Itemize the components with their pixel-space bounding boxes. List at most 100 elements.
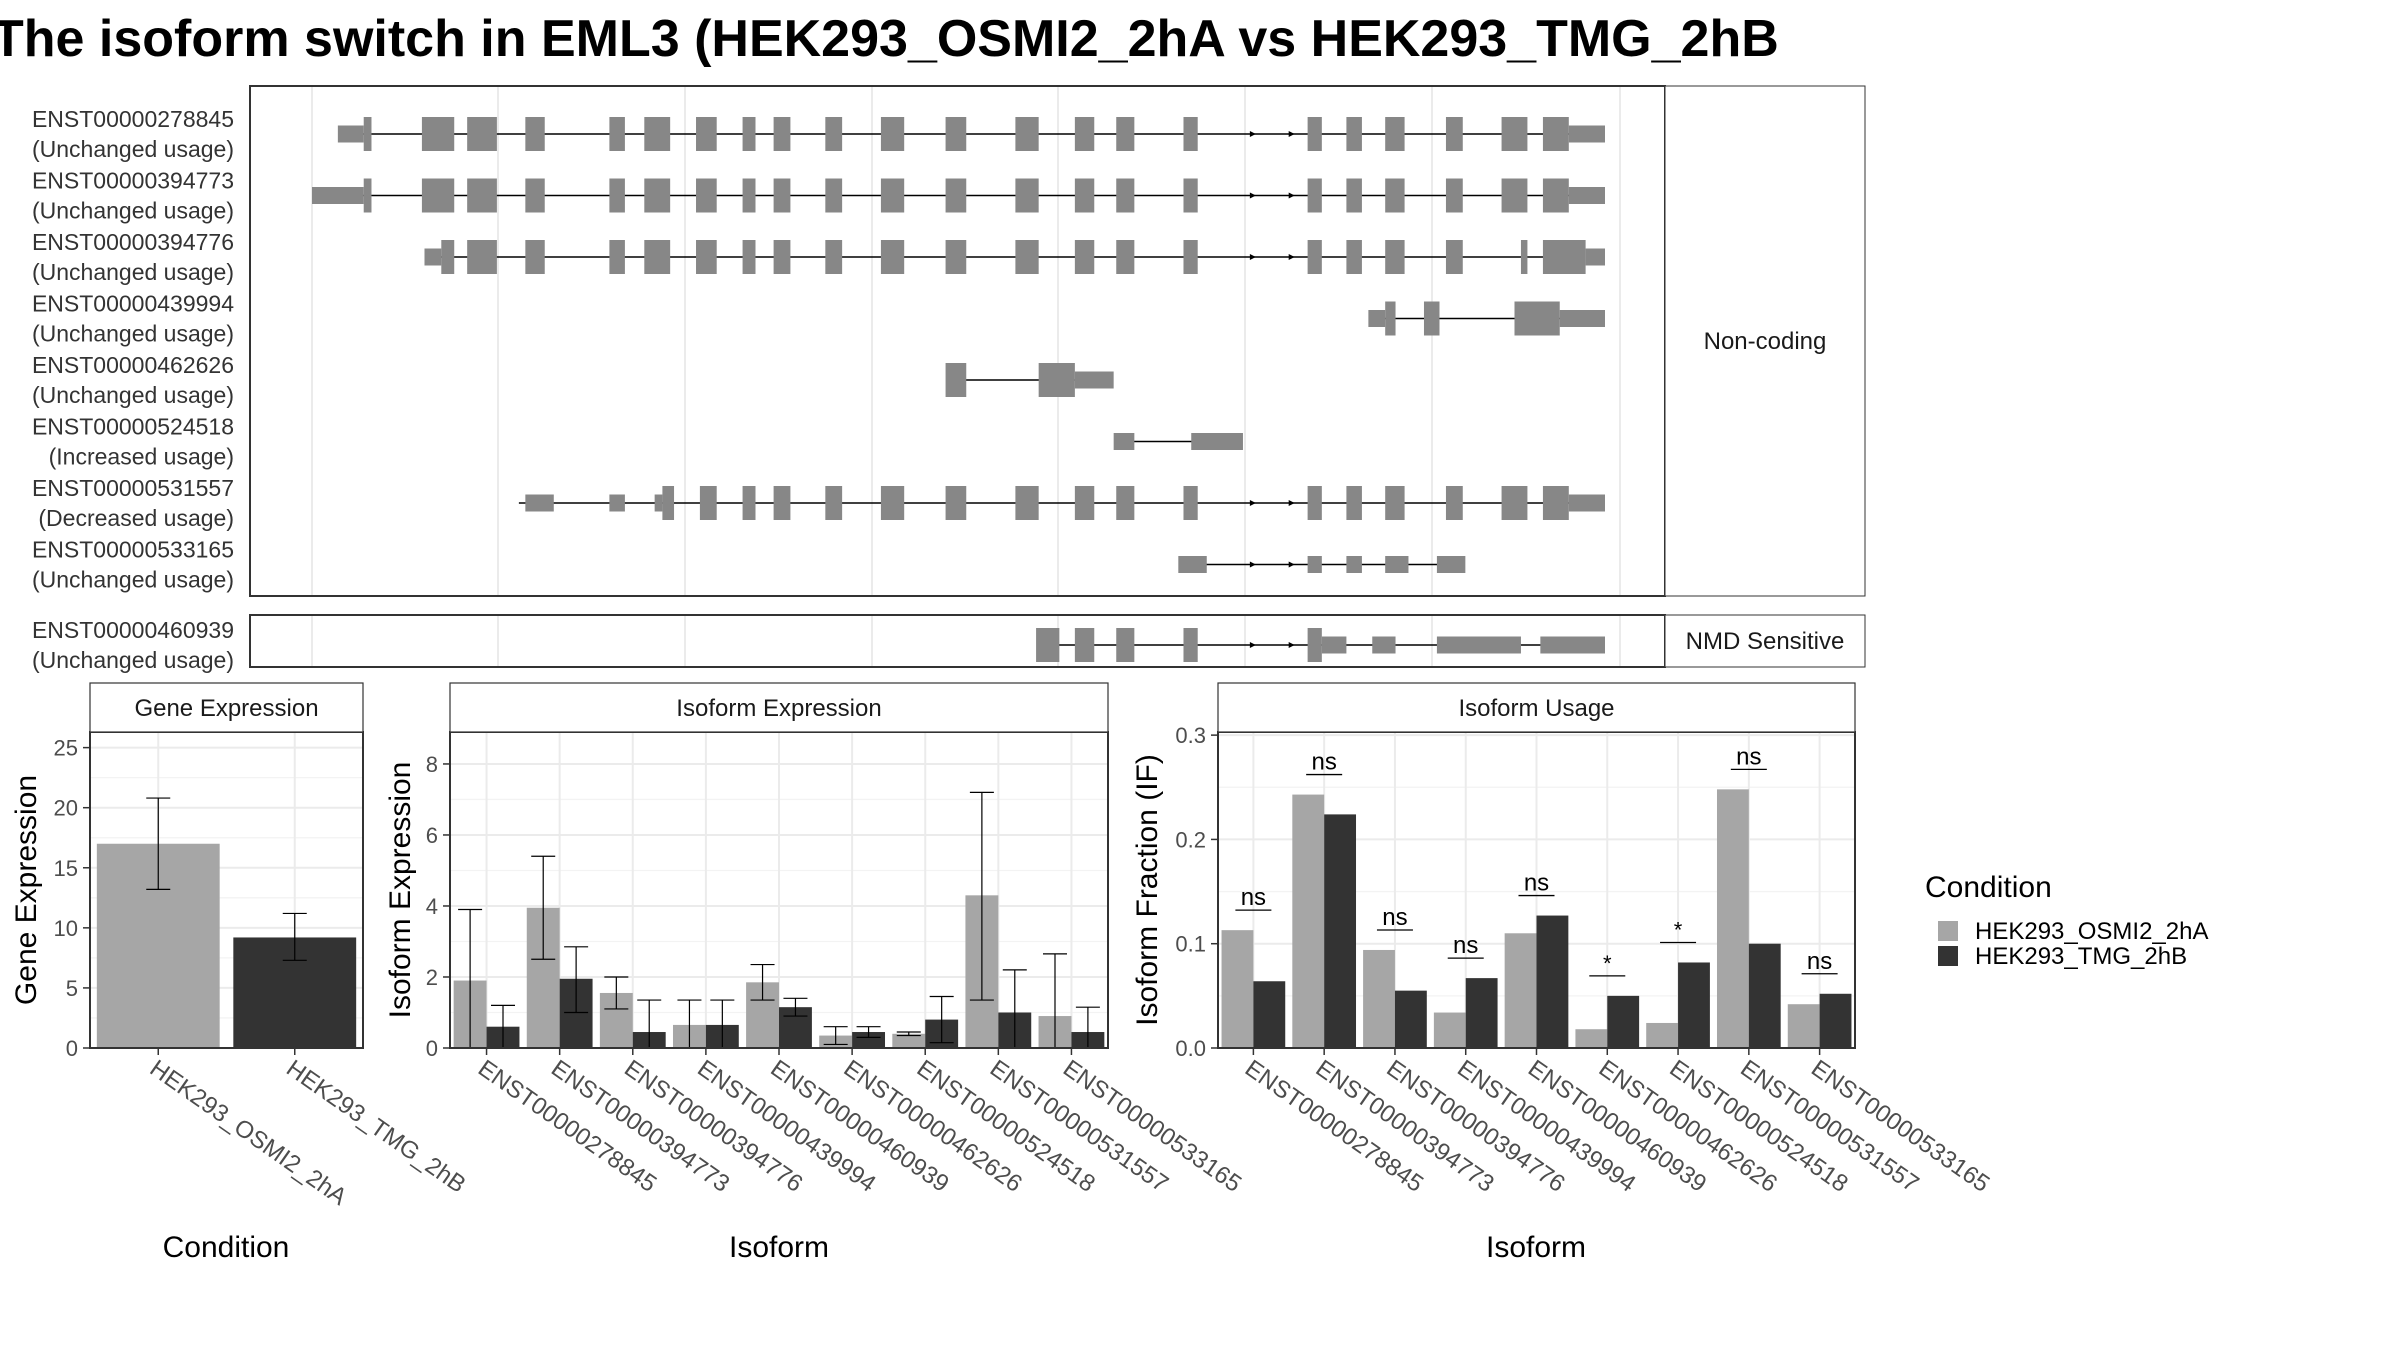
y-tick-label: 20	[54, 796, 78, 821]
bar	[1575, 1029, 1608, 1048]
exon-block	[1346, 556, 1362, 573]
y-tick-label: 0.3	[1175, 723, 1206, 748]
exon-block	[1445, 240, 1463, 274]
significance-label: *	[1603, 951, 1612, 976]
y-tick-label: 0.2	[1175, 827, 1206, 852]
transcript-usage-label: (Unchanged usage)	[32, 647, 234, 673]
exon-block	[699, 486, 717, 520]
exon-block	[525, 178, 545, 213]
transcript-usage-label: (Unchanged usage)	[32, 382, 234, 408]
exon-block	[1015, 486, 1039, 520]
exon-block	[1514, 301, 1560, 336]
y-tick-label: 0	[426, 1036, 438, 1061]
exon-block	[1385, 117, 1405, 151]
bar	[1748, 943, 1781, 1048]
bar	[1433, 1012, 1466, 1048]
transcript-id-label: ENST00000394776	[32, 229, 234, 255]
exon-block	[1346, 117, 1362, 151]
exon-block	[609, 117, 625, 151]
exon-block	[1385, 556, 1409, 573]
significance-label: ns	[1311, 749, 1336, 776]
chart-title-strip	[449, 682, 1109, 733]
exon-block	[363, 117, 372, 151]
y-tick-label: 6	[426, 823, 438, 848]
exon-block	[1520, 240, 1528, 274]
y-axis-title: Gene Expression	[10, 775, 43, 1005]
strand-arrow	[1249, 254, 1256, 260]
significance-label: ns	[1524, 870, 1549, 897]
exon-block	[1385, 486, 1405, 520]
exon-block	[1074, 628, 1095, 662]
chart-title: Gene Expression	[134, 695, 318, 722]
chart-1: Isoform Expression02468ENST00000278845EN…	[384, 682, 1246, 1264]
y-tick-label: 5	[66, 976, 78, 1001]
strand-arrow	[1288, 254, 1295, 260]
exon-block	[1183, 240, 1198, 274]
transcript-id-label: ENST00000439994	[32, 291, 234, 317]
y-tick-label: 15	[54, 856, 78, 881]
exon-block	[773, 117, 791, 151]
exon-block	[742, 117, 756, 151]
exon-block	[421, 178, 455, 213]
exon-block	[1385, 301, 1396, 336]
transcript-id-label: ENST00000394773	[32, 168, 234, 194]
y-tick-label: 2	[426, 965, 438, 990]
strand-arrow	[1288, 131, 1295, 137]
exon-block	[1191, 433, 1243, 450]
figure-title: The isoform switch in EML3 (HEK293_OSMI2…	[0, 10, 1779, 68]
exon-block	[1307, 178, 1322, 213]
exon-block	[1178, 556, 1207, 573]
strand-arrow	[1288, 500, 1295, 506]
legend-label: HEK293_OSMI2_2hA	[1975, 918, 2208, 945]
y-axis-title: Isoform Expression	[384, 762, 417, 1019]
exon-block	[1423, 301, 1440, 336]
expression-charts: Gene Expression0510152025HEK293_OSMI2_2h…	[10, 682, 1994, 1264]
x-axis-title: Isoform	[729, 1231, 829, 1264]
exon-block	[1585, 248, 1605, 266]
transcript-id-label: ENST00000278845	[32, 106, 234, 132]
exon-block	[1074, 117, 1095, 151]
bar	[1504, 933, 1537, 1048]
chart-title: Isoform Expression	[676, 695, 881, 722]
exon-block	[363, 178, 372, 213]
y-tick-label: 8	[426, 752, 438, 777]
exon-block	[880, 117, 905, 151]
exon-block	[945, 117, 967, 151]
strand-arrow	[1249, 192, 1256, 199]
transcript-id-label: ENST00000460939	[32, 617, 234, 643]
exon-block	[525, 494, 554, 512]
exon-block	[945, 363, 967, 397]
exon-block	[1321, 636, 1347, 654]
exon-block	[609, 178, 625, 213]
exon-block	[1346, 486, 1362, 520]
exon-block	[1385, 178, 1405, 213]
exon-block	[337, 125, 364, 143]
bar	[1787, 1004, 1820, 1048]
exon-block	[825, 178, 843, 213]
transcript-usage-label: (Decreased usage)	[38, 505, 234, 531]
exon-block	[742, 240, 756, 274]
bar	[1716, 789, 1749, 1048]
exon-block	[1116, 178, 1135, 213]
transcript-structure-panel: ENST00000278845 (Unchanged usage) ENST0000…	[32, 85, 1866, 673]
strand-arrow	[1249, 642, 1256, 648]
bar	[1678, 962, 1710, 1048]
exon-block	[880, 240, 905, 274]
exon-block	[1542, 178, 1569, 213]
transcript-id-label: ENST00000524518	[32, 414, 234, 440]
exon-block	[1568, 187, 1605, 204]
chart-title: Isoform Usage	[1458, 695, 1614, 722]
strand-arrow	[1249, 561, 1256, 568]
exon-block	[880, 178, 905, 213]
exon-block	[654, 494, 663, 512]
bar	[1607, 995, 1640, 1048]
transcript-usage-label: (Unchanged usage)	[32, 198, 234, 224]
exon-block	[945, 486, 967, 520]
exon-block	[525, 240, 545, 274]
exon-block	[1559, 310, 1605, 327]
group-strip	[1664, 614, 1866, 668]
exon-block	[312, 187, 364, 204]
exon-block	[1445, 486, 1463, 520]
exon-block	[1015, 240, 1039, 274]
